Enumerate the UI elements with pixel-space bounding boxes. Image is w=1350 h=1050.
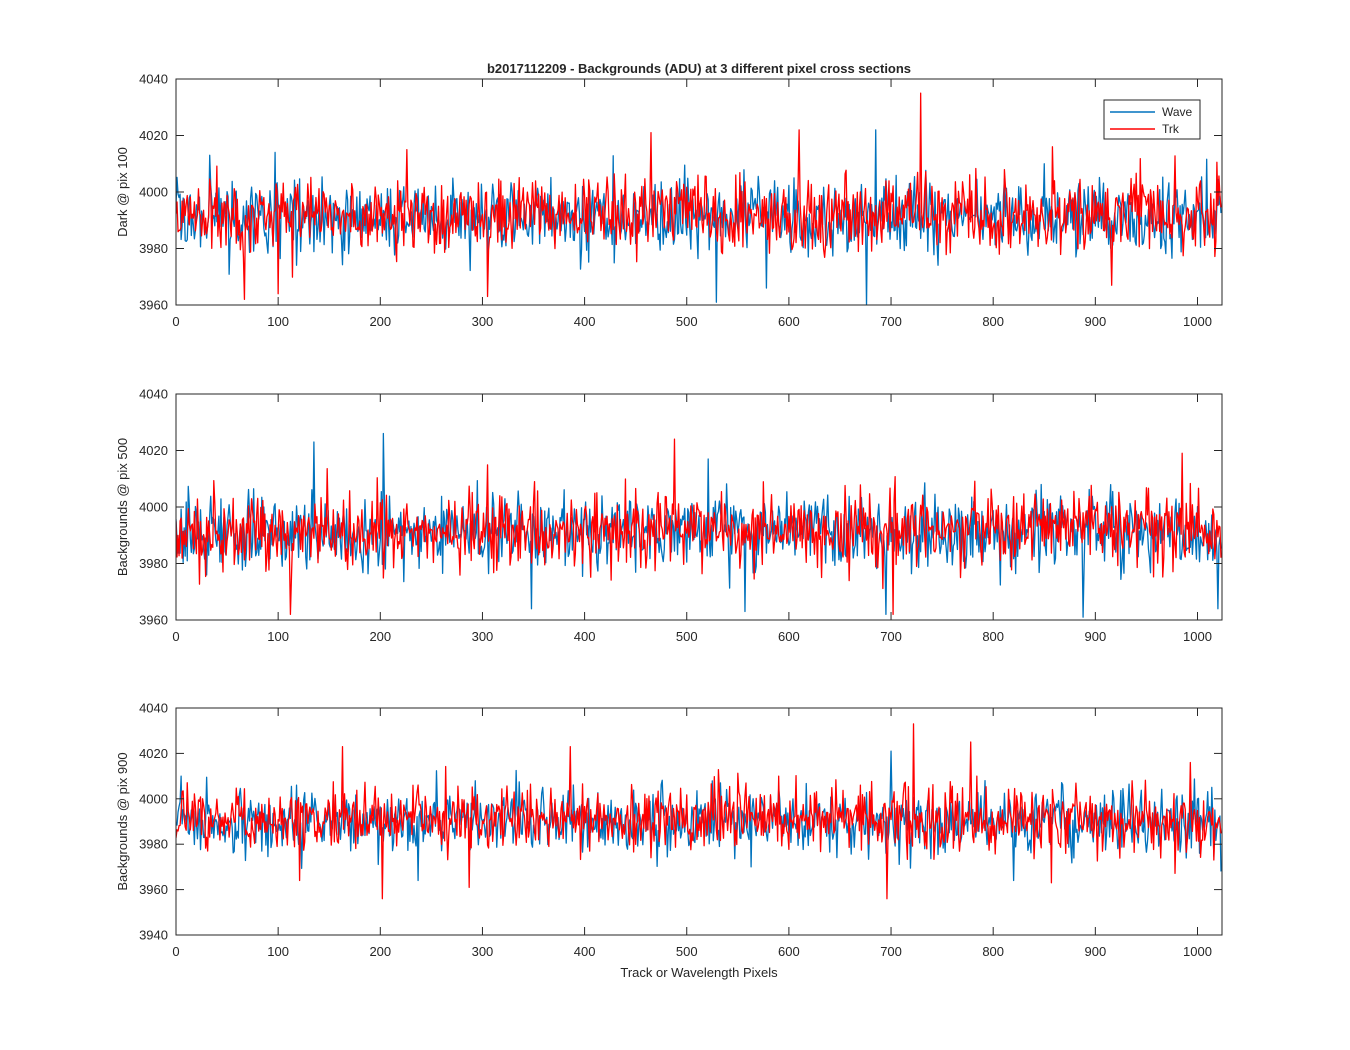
legend-label-trk: Trk: [1162, 122, 1180, 136]
panel-backgrounds-pix-900: 0 100 200 300 400 500 600 700 800 900 1000 3940 3960…: [115, 701, 1223, 959]
panel-dark-pix-100: 0 100 200 300 400 500 600 700 800 900 1000 3960 3980…: [115, 72, 1223, 329]
x-tick-label: 1000: [1183, 629, 1212, 644]
plot-area: [176, 394, 1222, 620]
x-tick-label: 400: [574, 629, 596, 644]
x-tick-label: 0: [172, 629, 179, 644]
y-tick-label: 4000: [139, 500, 168, 515]
y-tick-label: 4000: [139, 185, 168, 200]
y-tick-label: 4040: [139, 387, 168, 402]
x-tick-label: 700: [880, 629, 902, 644]
series-line-trk: [176, 438, 1222, 615]
x-tick-label: 900: [1084, 629, 1106, 644]
x-tick-label: 200: [369, 944, 391, 959]
legend: Wave Trk: [1103, 99, 1201, 140]
y-tick-label: 4020: [139, 746, 168, 761]
y-tick-label: 3960: [139, 882, 168, 897]
y-axis-label: Backgrounds @ pix 900: [115, 752, 130, 890]
x-tick-label: 800: [982, 944, 1004, 959]
x-axis-label: Track or Wavelength Pixels: [620, 965, 778, 980]
x-tick-label: 300: [472, 944, 494, 959]
x-tick-label: 1000: [1183, 314, 1212, 329]
y-tick-label: 4020: [139, 128, 168, 143]
x-tick-label: 700: [880, 944, 902, 959]
y-tick-label: 3940: [139, 928, 168, 943]
x-tick-label: 800: [982, 314, 1004, 329]
x-tick-label: 0: [172, 944, 179, 959]
x-tick-label: 0: [172, 314, 179, 329]
x-tick-label: 900: [1084, 944, 1106, 959]
x-tick-label: 200: [369, 629, 391, 644]
x-tick-label: 400: [574, 944, 596, 959]
x-tick-label: 200: [369, 314, 391, 329]
x-tick-label: 800: [982, 629, 1004, 644]
y-tick-label: 3960: [139, 298, 168, 313]
series-line-wave: [176, 750, 1222, 882]
x-tick-label: 100: [267, 314, 289, 329]
x-tick-label: 600: [778, 944, 800, 959]
x-tick-label: 300: [472, 629, 494, 644]
x-tick-label: 500: [676, 629, 698, 644]
y-tick-label: 3980: [139, 837, 168, 852]
series-line-trk: [176, 92, 1222, 300]
x-tick-label: 600: [778, 629, 800, 644]
x-tick-label: 300: [472, 314, 494, 329]
y-tick-label: 3980: [139, 556, 168, 571]
axes-box: [175, 707, 1223, 936]
y-tick-label: 3960: [139, 613, 168, 628]
series-line-trk: [176, 723, 1222, 900]
x-tick-label: 100: [267, 629, 289, 644]
x-tick-label: 500: [676, 314, 698, 329]
x-tick-label: 900: [1084, 314, 1106, 329]
x-tick-label: 500: [676, 944, 698, 959]
chart-title: b2017112209 - Backgrounds (ADU) at 3 dif…: [487, 61, 911, 76]
y-axis-label: Backgrounds @ pix 500: [115, 438, 130, 576]
legend-label-wave: Wave: [1162, 105, 1193, 119]
y-axis-label: Dark @ pix 100: [115, 147, 130, 237]
y-tick-label: 4040: [139, 701, 168, 716]
legend-box: [1103, 99, 1201, 140]
y-tick-label: 3980: [139, 241, 168, 256]
y-tick-label: 4020: [139, 443, 168, 458]
y-tick-label: 4040: [139, 72, 168, 87]
x-tick-label: 400: [574, 314, 596, 329]
y-tick-label: 4000: [139, 791, 168, 806]
x-tick-label: 600: [778, 314, 800, 329]
x-tick-label: 700: [880, 314, 902, 329]
x-tick-label: 100: [267, 944, 289, 959]
x-tick-label: 1000: [1183, 944, 1212, 959]
panel-backgrounds-pix-500: 0 100 200 300 400 500 600 700 800 900 1000 3960 3980…: [115, 387, 1223, 644]
